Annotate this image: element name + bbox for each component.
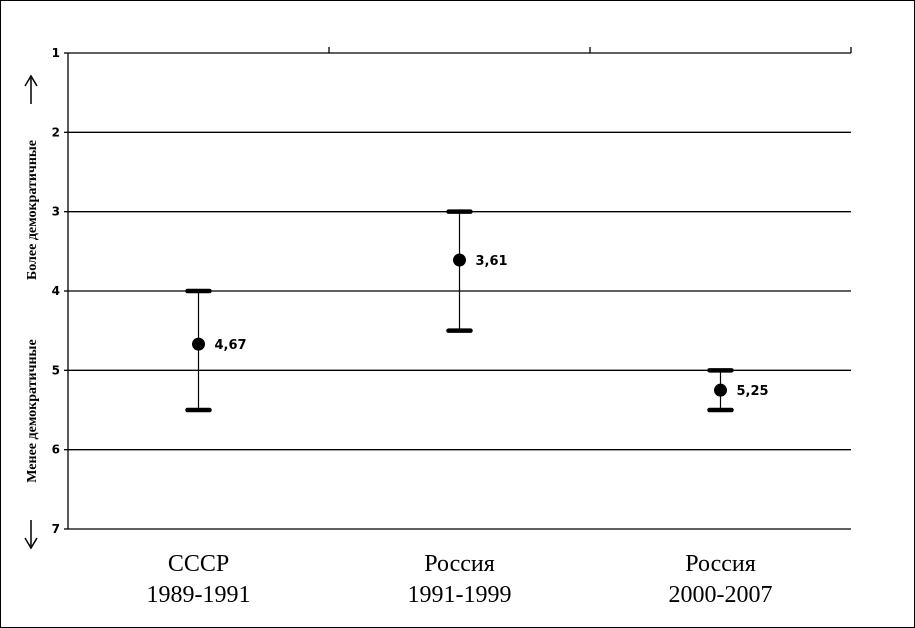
y-tick-label: 1 <box>52 46 60 60</box>
category-label-line2: 1991-1999 <box>408 582 512 608</box>
y-tick-label: 3 <box>52 205 60 219</box>
y-tick-label: 7 <box>52 522 60 536</box>
arrow-up-icon <box>24 74 38 104</box>
mean-point <box>192 337 205 351</box>
category-label-line2: 1989-1991 <box>147 582 251 608</box>
data-marks <box>185 209 734 413</box>
data-label: 5,25 <box>737 384 769 399</box>
data-label: 3,61 <box>476 254 508 269</box>
category-label-line1: СССР <box>168 551 229 577</box>
category-label-line1: Россия <box>424 551 495 577</box>
y-tick-label: 4 <box>52 284 60 298</box>
y-axis-label-top: Более демократичные <box>25 140 40 280</box>
data-label: 4,67 <box>215 338 247 353</box>
y-tick-label: 5 <box>52 363 60 377</box>
y-tick-label: 6 <box>52 443 60 457</box>
category-label-line2: 2000-2007 <box>669 582 773 608</box>
mean-point <box>714 383 727 397</box>
axes <box>64 47 852 530</box>
mean-point <box>453 253 466 267</box>
y-axis-side-labels: Более демократичные Менее демократичные <box>24 74 40 550</box>
category-label-line1: Россия <box>685 551 756 577</box>
arrow-down-icon <box>24 520 38 550</box>
labels: 1 2 3 4 5 6 7 4,67 3,61 5,25 СССР 1989-1991 Россия 19… <box>52 46 773 608</box>
y-tick-label: 2 <box>52 125 60 139</box>
y-axis-label-bottom: Менее демократичные <box>25 339 40 482</box>
